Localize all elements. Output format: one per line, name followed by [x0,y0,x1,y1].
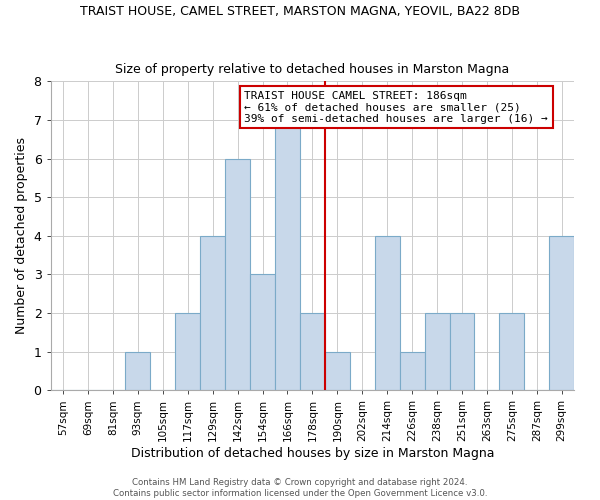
Bar [425,313,449,390]
Bar [375,236,400,390]
Bar [175,313,200,390]
Bar [200,236,225,390]
Bar [275,120,300,390]
Bar [549,236,574,390]
Text: TRAIST HOUSE CAMEL STREET: 186sqm
← 61% of detached houses are smaller (25)
39% : TRAIST HOUSE CAMEL STREET: 186sqm ← 61% … [244,90,548,124]
Y-axis label: Number of detached properties: Number of detached properties [15,138,28,334]
Bar [400,352,425,391]
Title: Size of property relative to detached houses in Marston Magna: Size of property relative to detached ho… [115,63,509,76]
X-axis label: Distribution of detached houses by size in Marston Magna: Distribution of detached houses by size … [131,447,494,460]
Bar [225,158,250,390]
Bar [125,352,151,391]
Text: Contains HM Land Registry data © Crown copyright and database right 2024.
Contai: Contains HM Land Registry data © Crown c… [113,478,487,498]
Bar [300,313,325,390]
Bar [499,313,524,390]
Bar [449,313,475,390]
Text: TRAIST HOUSE, CAMEL STREET, MARSTON MAGNA, YEOVIL, BA22 8DB: TRAIST HOUSE, CAMEL STREET, MARSTON MAGN… [80,5,520,18]
Bar [250,274,275,390]
Bar [325,352,350,391]
